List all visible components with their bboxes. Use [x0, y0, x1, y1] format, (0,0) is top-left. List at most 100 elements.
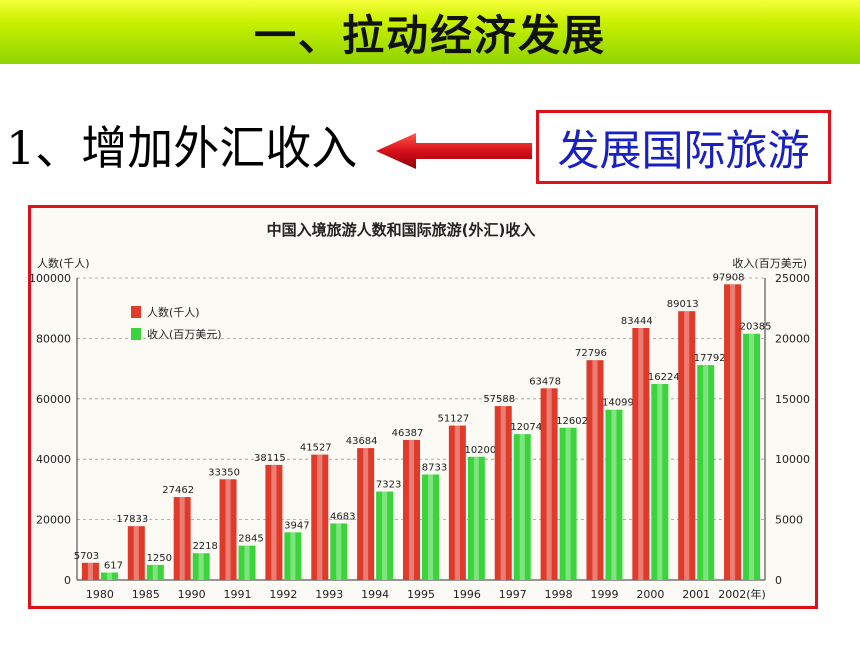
bar-highlight	[87, 562, 93, 580]
bar-visitors	[586, 360, 604, 580]
legend-label-revenue: 收入(百万美元)	[147, 327, 222, 341]
bar-highlight	[611, 409, 617, 580]
y-right-tick-label: 15000	[775, 393, 810, 406]
bar-highlight	[703, 365, 709, 580]
bar-visitors	[173, 497, 191, 580]
data-label-visitors: 57588	[483, 394, 515, 405]
bar-highlight	[730, 284, 736, 580]
bar-visitors	[219, 479, 237, 580]
bar-visitors	[540, 388, 558, 580]
bar-revenue	[467, 456, 485, 580]
bar-highlight	[454, 425, 460, 580]
bar-visitors	[632, 327, 650, 580]
data-label-visitors: 72796	[575, 348, 607, 359]
bar-revenue	[743, 333, 761, 580]
bar-highlight	[244, 545, 250, 580]
bar-highlight	[546, 388, 552, 580]
bar-visitors	[357, 448, 375, 580]
y-left-tick-label: 100000	[31, 272, 71, 285]
bar-highlight	[133, 526, 139, 580]
bar-highlight	[271, 464, 277, 580]
bar-highlight	[225, 479, 231, 580]
x-tick-label: 1985	[132, 588, 160, 601]
bar-visitors	[403, 439, 420, 580]
bar-highlight	[336, 523, 342, 580]
bar-highlight	[519, 434, 525, 580]
data-label-visitors: 33350	[208, 467, 240, 478]
data-label-visitors: 83444	[621, 316, 653, 327]
bar-highlight	[657, 384, 663, 580]
y-left-tick-label: 60000	[36, 393, 71, 406]
callout-box: 发展国际旅游	[536, 110, 831, 184]
bar-visitors	[678, 311, 696, 580]
data-label-visitors: 5703	[74, 551, 99, 562]
data-label-visitors: 97908	[713, 272, 745, 283]
x-tick-label: 1999	[590, 588, 618, 601]
x-tick-label: 1995	[407, 588, 435, 601]
data-label-revenue: 2845	[238, 534, 263, 545]
data-label-revenue: 7323	[376, 480, 401, 491]
bar-highlight	[592, 360, 598, 580]
data-label-revenue: 3947	[284, 520, 309, 531]
bar-highlight	[363, 448, 369, 580]
y-left-label: 人数(千人)	[37, 257, 90, 270]
bar-highlight	[408, 439, 415, 580]
bar-highlight	[106, 572, 112, 580]
title-banner: 一、拉动经济发展	[0, 0, 860, 64]
y-right-tick-label: 10000	[775, 453, 810, 466]
x-tick-label: 1993	[315, 588, 343, 601]
data-label-revenue: 12074	[510, 422, 542, 433]
x-tick-label: 2001	[682, 588, 710, 601]
bar-revenue	[513, 434, 531, 580]
legend-swatch-visitors	[131, 306, 141, 318]
data-label-revenue: 8733	[422, 463, 447, 474]
bar-revenue	[192, 553, 210, 580]
bar-revenue	[100, 572, 118, 580]
data-label-visitors: 51127	[437, 414, 469, 425]
chart-frame: 中国入境旅游人数和国际旅游(外汇)收入人数(千人) 收入(百万美元) 0 20000 4…	[28, 205, 818, 609]
data-label-revenue: 14099	[602, 398, 634, 409]
data-label-visitors: 27462	[162, 485, 194, 496]
data-label-visitors: 17833	[116, 514, 148, 525]
y-right-label: 收入(百万美元)	[732, 256, 807, 270]
bar-highlight	[198, 553, 204, 580]
bar-visitors	[81, 562, 99, 580]
bar-highlight	[317, 454, 323, 580]
bar-highlight	[684, 311, 690, 580]
left-arrow-icon	[376, 133, 532, 169]
bar-highlight	[749, 333, 755, 580]
bar-visitors	[724, 284, 742, 580]
bar-highlight	[427, 474, 434, 580]
chart-title: 中国入境旅游人数和国际旅游(外汇)收入	[267, 221, 536, 239]
bar-visitors	[448, 425, 466, 580]
x-tick-label: 1997	[499, 588, 527, 601]
x-tick-label: 1980	[86, 588, 114, 601]
data-label-visitors: 41527	[300, 443, 332, 454]
data-label-revenue: 17792	[694, 353, 726, 364]
x-tick-label: 1990	[178, 588, 206, 601]
bar-highlight	[152, 564, 158, 580]
x-tick-label: 1992	[269, 588, 297, 601]
bar-visitors	[127, 526, 145, 580]
y-left-tick-label: 20000	[36, 514, 71, 527]
bar-revenue	[605, 409, 623, 580]
data-label-visitors: 43684	[346, 436, 378, 447]
bar-highlight	[382, 491, 388, 580]
bar-revenue	[422, 474, 439, 580]
data-label-visitors: 63478	[529, 376, 561, 387]
data-label-revenue: 12602	[556, 416, 588, 427]
bar-revenue	[376, 491, 394, 580]
x-tick-label: 2000	[636, 588, 664, 601]
data-label-revenue: 4683	[330, 511, 355, 522]
data-label-visitors: 89013	[667, 299, 699, 310]
bar-highlight	[500, 406, 506, 580]
legend-swatch-revenue	[131, 328, 141, 340]
y-left-tick-label: 40000	[36, 453, 71, 466]
bar-highlight	[565, 427, 571, 580]
bar-highlight	[290, 532, 296, 580]
bar-highlight	[179, 497, 185, 580]
slide-title: 一、拉动经济发展	[253, 10, 606, 60]
y-left-tick-label: 0	[64, 574, 71, 587]
y-right-tick-label: 5000	[775, 514, 803, 527]
